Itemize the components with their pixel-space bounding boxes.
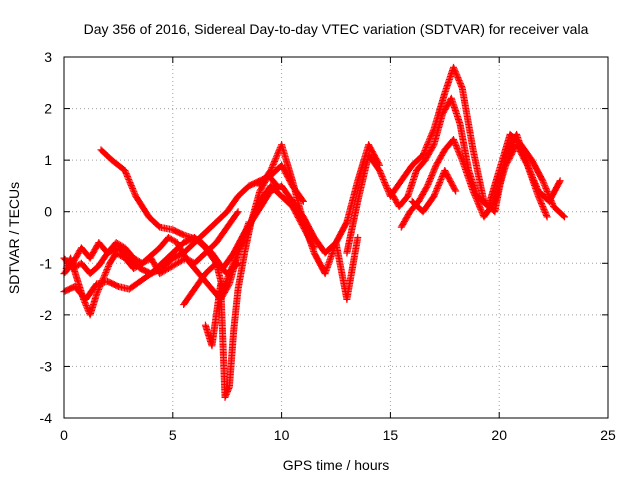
y-tick-label: -3	[40, 358, 53, 374]
x-tick-label: 10	[274, 427, 290, 443]
data-series-sat-k	[397, 136, 551, 231]
y-tick-label: -4	[40, 410, 53, 426]
x-tick-label: 15	[383, 427, 399, 443]
data-series-sat-h	[256, 141, 362, 303]
grid-layer	[64, 57, 608, 418]
x-tick-label: 20	[491, 427, 507, 443]
x-tick-label: 25	[600, 427, 616, 443]
y-tick-label: 0	[44, 204, 52, 220]
data-layer	[60, 63, 568, 401]
data-point-markers	[256, 141, 362, 303]
x-tick-label: 5	[169, 427, 177, 443]
x-tick-label: 0	[60, 427, 68, 443]
data-point-markers	[408, 166, 460, 216]
y-tick-label: -1	[40, 255, 53, 271]
data-point-markers	[386, 94, 568, 221]
y-tick-label: 2	[44, 101, 52, 117]
x-axis-title: GPS time / hours	[283, 457, 390, 473]
plot-frame	[63, 56, 609, 419]
y-axis-title: SDTVAR / TECUs	[6, 182, 22, 294]
data-series-sat-g	[201, 172, 281, 401]
data-point-markers	[201, 172, 281, 401]
data-series-sat-j	[386, 94, 568, 221]
data-series-sat-l	[408, 166, 460, 216]
y-tick-label: -2	[40, 307, 53, 323]
data-point-markers	[397, 136, 551, 231]
y-tick-label: 1	[44, 152, 52, 168]
y-tick-label: 3	[44, 49, 52, 65]
chart-title: Day 356 of 2016, Sidereal Day-to-day VTE…	[84, 21, 589, 37]
